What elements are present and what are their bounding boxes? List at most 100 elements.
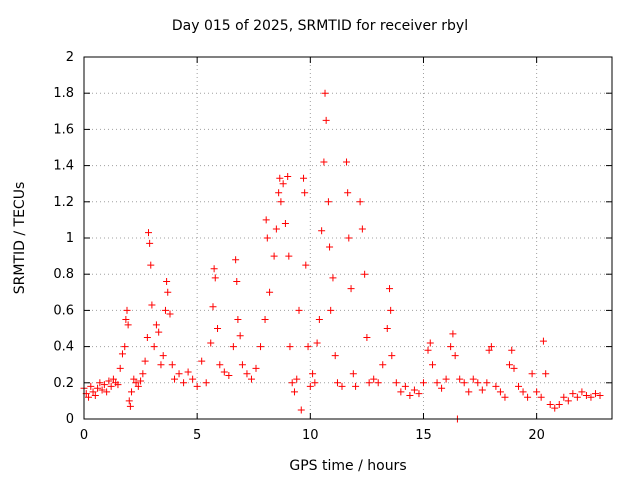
data-point	[365, 379, 373, 387]
data-point	[124, 321, 132, 329]
data-point	[510, 364, 518, 372]
data-point	[338, 382, 346, 390]
data-point	[134, 382, 142, 390]
data-point	[388, 352, 396, 360]
data-point	[277, 198, 285, 206]
data-point	[302, 261, 310, 269]
data-point	[157, 361, 165, 369]
y-tick-label: 0.4	[53, 340, 74, 355]
data-point	[309, 370, 317, 378]
data-point	[363, 334, 371, 342]
data-point	[442, 375, 450, 383]
data-point	[207, 339, 215, 347]
data-point	[103, 388, 111, 396]
data-point	[387, 306, 395, 314]
data-point	[433, 379, 441, 387]
data-point	[311, 379, 319, 387]
data-point	[347, 285, 355, 293]
data-point	[300, 174, 308, 182]
data-point	[293, 375, 301, 383]
data-point	[143, 334, 151, 342]
data-point	[285, 252, 293, 260]
data-point	[96, 379, 104, 387]
data-point	[533, 388, 541, 396]
data-point	[281, 220, 289, 228]
data-point	[128, 388, 136, 396]
data-point	[596, 391, 604, 399]
data-point	[225, 372, 233, 380]
data-point	[94, 384, 102, 392]
data-point	[343, 158, 351, 166]
data-point	[419, 379, 427, 387]
data-point	[415, 390, 423, 398]
data-point	[118, 350, 126, 358]
data-point	[469, 375, 477, 383]
data-point	[349, 370, 357, 378]
data-point	[306, 382, 314, 390]
data-point	[116, 364, 124, 372]
data-point	[109, 375, 117, 383]
data-point	[356, 198, 364, 206]
data-point	[426, 339, 434, 347]
data-point	[508, 346, 516, 354]
data-point	[105, 377, 113, 385]
y-tick-label: 0.8	[53, 267, 74, 282]
data-point	[137, 377, 145, 385]
data-point	[465, 388, 473, 396]
data-point	[132, 379, 140, 387]
data-point	[487, 343, 495, 351]
data-point	[236, 332, 244, 340]
data-point	[331, 352, 339, 360]
data-point	[344, 189, 352, 197]
data-point	[591, 390, 599, 398]
data-point	[333, 379, 341, 387]
data-point	[270, 252, 278, 260]
data-point	[456, 375, 464, 383]
data-point	[266, 288, 274, 296]
data-points	[80, 89, 604, 423]
plot-frame	[83, 56, 613, 420]
data-point	[424, 346, 432, 354]
data-point	[564, 397, 572, 405]
data-point	[528, 370, 536, 378]
data-point	[238, 361, 246, 369]
data-point	[361, 270, 369, 278]
data-point	[326, 243, 334, 251]
data-point	[582, 391, 590, 399]
data-point	[410, 386, 418, 394]
data-point	[447, 343, 455, 351]
data-point	[542, 370, 550, 378]
y-tick-label: 1.6	[53, 122, 74, 137]
data-point	[386, 285, 394, 293]
data-point	[202, 379, 210, 387]
data-point	[524, 393, 532, 401]
data-point	[232, 256, 240, 264]
data-point	[107, 382, 115, 390]
grid-lines	[84, 57, 612, 419]
data-point	[290, 388, 298, 396]
data-point	[429, 361, 437, 369]
data-point	[210, 265, 218, 273]
data-point	[515, 382, 523, 390]
data-point	[279, 180, 287, 188]
data-point	[163, 277, 171, 285]
data-point	[474, 379, 482, 387]
data-point	[483, 379, 491, 387]
data-point	[304, 343, 312, 351]
data-point	[175, 370, 183, 378]
data-point	[85, 393, 93, 401]
data-point	[449, 330, 457, 338]
data-point	[492, 382, 500, 390]
data-point	[145, 229, 153, 237]
data-point	[155, 328, 163, 336]
y-tick-label: 1.2	[53, 195, 74, 210]
data-point	[262, 216, 270, 224]
data-point	[161, 306, 169, 314]
data-point	[313, 339, 321, 347]
data-point	[537, 393, 545, 401]
data-point	[168, 361, 176, 369]
data-point	[451, 352, 459, 360]
data-point	[193, 382, 201, 390]
x-tick-label: 20	[528, 428, 545, 443]
data-point	[569, 390, 577, 398]
